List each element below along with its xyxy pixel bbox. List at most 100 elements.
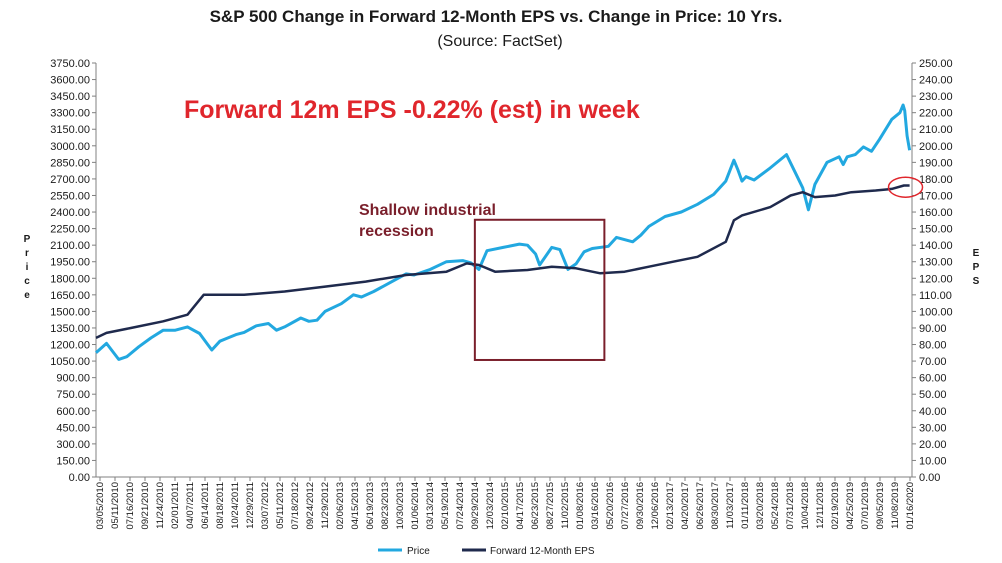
x-tick-label: 06/19/2013 [365,482,376,530]
left-y-axis: 3750.00 3600.00 3450.00 3300.00 3150.00 3000.… [50,58,96,484]
x-tick-label: 06/14/2011 [200,482,211,529]
left-tick-label: 2400.00 [50,207,90,219]
left-tick-label: 2550.00 [50,190,90,202]
x-tick-label: 05/24/2018 [770,482,781,530]
right-tick-label: 160.00 [919,207,953,219]
right-tick-label: 170.00 [919,190,953,202]
x-tick-label: 07/27/2016 [620,482,631,530]
x-tick-label: 02/10/2015 [500,482,511,530]
right-tick-label: 140.00 [919,240,953,252]
eps-highlight-circle [887,176,924,198]
recession-label-line-2: recession [359,223,434,240]
chart-subtitle: (Source: FactSet) [437,33,562,50]
right-tick-label: 250.00 [919,58,953,70]
x-tick-label: 04/07/2011 [185,482,196,529]
right-axis-label: EPS [973,248,980,287]
left-tick-label: 1500.00 [50,306,90,318]
x-tick-label: 06/23/2015 [530,482,541,530]
x-tick-label: 01/08/2016 [575,482,586,530]
x-tick-label: 07/31/2018 [785,482,796,530]
recession-label-line-1: Shallow industrial [359,202,496,219]
x-tick-label: 05/20/2016 [605,482,616,530]
right-tick-label: 180.00 [919,174,953,186]
x-tick-label: 10/04/2018 [800,482,811,530]
x-tick-label: 12/03/2014 [485,482,496,530]
right-tick-label: 120.00 [919,273,953,285]
left-tick-label: 2250.00 [50,224,90,236]
x-tick-label: 09/29/2014 [470,482,481,530]
right-tick-label: 10.00 [919,455,947,467]
right-tick-label: 100.00 [919,306,953,318]
left-tick-label: 1950.00 [50,257,90,269]
right-tick-label: 40.00 [919,406,947,418]
axis-label-char: e [24,290,30,301]
price-series-line [94,103,912,361]
right-tick-label: 90.00 [919,323,947,335]
x-tick-label: 03/05/2010 [95,482,106,530]
x-tick-label: 01/11/2018 [740,482,751,529]
legend-eps-label: Forward 12-Month EPS [490,546,595,557]
recession-highlight-box [473,218,606,361]
x-tick-label: 12/11/2018 [815,482,826,529]
right-tick-label: 70.00 [919,356,947,368]
legend: Price Forward 12-Month EPS [378,546,595,557]
x-tick-label: 12/06/2016 [650,482,661,530]
x-tick-label: 04/20/2017 [680,482,691,530]
x-tick-label: 05/19/2014 [440,482,451,530]
x-tick-label: 07/01/2019 [860,482,871,530]
left-tick-label: 2100.00 [50,240,90,252]
x-tick-label: 09/21/2010 [140,482,151,530]
right-tick-label: 220.00 [919,108,953,120]
right-tick-label: 60.00 [919,373,947,385]
right-y-axis: 250.00 240.00 230.00 220.00 210.00 200.00 190.… [912,58,953,484]
x-tick-label: 07/24/2014 [455,482,466,530]
eps-series-line [95,184,910,340]
x-tick-label: 08/23/2013 [380,482,391,530]
left-tick-label: 3750.00 [50,58,90,70]
left-tick-label: 2700.00 [50,174,90,186]
x-tick-label: 10/24/2011 [230,482,241,529]
x-tick-label: 11/29/2012 [320,482,331,529]
right-tick-label: 110.00 [919,290,952,302]
x-tick-label: 05/11/2012 [275,482,286,529]
x-tick-label: 07/16/2010 [125,482,136,530]
left-tick-label: 150.00 [56,455,90,467]
x-tick-label: 11/02/2015 [560,482,571,529]
x-tick-label: 12/29/2011 [245,482,256,529]
x-tick-label: 07/18/2012 [290,482,301,530]
left-tick-label: 1350.00 [50,323,90,335]
left-tick-label: 2850.00 [50,157,90,169]
x-tick-label: 10/30/2013 [395,482,406,530]
left-tick-label: 3150.00 [50,124,90,136]
axis-label-char: E [973,248,980,259]
left-tick-label: 0.00 [69,472,90,484]
x-tick-label: 04/17/2015 [515,482,526,530]
left-tick-label: 600.00 [56,406,90,418]
x-tick-label: 08/30/2017 [710,482,721,530]
x-tick-label: 11/03/2017 [725,482,736,529]
x-axis: 03/05/2010 05/11/2010 07/16/2010 09/21/2010… [95,477,916,530]
right-tick-label: 190.00 [919,157,953,169]
right-tick-label: 240.00 [919,75,953,87]
right-tick-label: 20.00 [919,439,947,451]
left-tick-label: 3300.00 [50,108,90,120]
x-tick-label: 09/30/2016 [635,482,646,530]
x-tick-label: 09/05/2019 [875,482,886,530]
axis-label-char: r [25,248,29,259]
left-tick-label: 750.00 [56,389,90,401]
right-tick-label: 210.00 [919,124,953,136]
x-tick-label: 09/24/2012 [305,482,316,530]
x-tick-label: 04/15/2013 [350,482,361,530]
x-tick-label: 06/26/2017 [695,482,706,530]
left-axis-label: Price [24,234,31,301]
left-tick-label: 1050.00 [50,356,90,368]
left-tick-label: 1800.00 [50,273,90,285]
left-tick-label: 3450.00 [50,91,90,103]
x-tick-label: 08/27/2015 [545,482,556,530]
headline-annotation: Forward 12m EPS -0.22% (est) in week [184,96,640,124]
x-tick-label: 02/01/2011 [170,482,181,529]
left-tick-label: 1650.00 [50,290,90,302]
axis-label-char: P [973,262,980,273]
x-tick-label: 02/06/2013 [335,482,346,530]
x-tick-label: 11/08/2019 [890,482,901,529]
